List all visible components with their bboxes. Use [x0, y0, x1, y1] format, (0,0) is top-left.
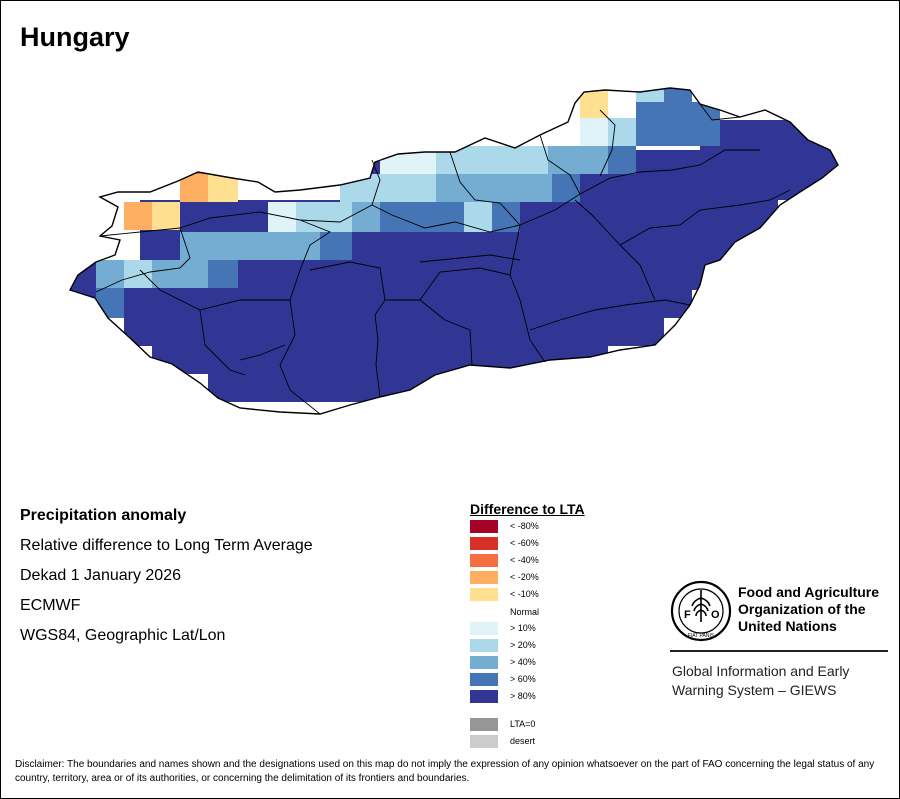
org-name-line: Food and Agriculture — [738, 584, 880, 600]
legend-swatch — [470, 656, 498, 669]
legend-item: > 60% — [470, 673, 670, 686]
legend-swatch — [470, 690, 498, 703]
legend-item: < -80% — [470, 520, 670, 533]
legend-item: < -20% — [470, 571, 670, 584]
org-name-line: United Nations — [738, 618, 837, 634]
legend-normal-label: Normal — [510, 607, 540, 617]
anomaly-map — [68, 87, 839, 415]
period-label: Dekad 1 January 2026 — [20, 567, 181, 584]
legend-title: Difference to LTA — [470, 501, 585, 517]
legend-item: < -60% — [470, 537, 670, 550]
legend-swatch — [470, 718, 498, 731]
legend-swatch — [470, 639, 498, 652]
legend-item: < -40% — [470, 554, 670, 567]
divider — [670, 650, 888, 652]
organization-name: Food and Agriculture Organization of the… — [738, 584, 879, 635]
svg-text:O: O — [711, 609, 720, 621]
legend-item: < -10% — [470, 588, 670, 601]
fao-logo-icon: F O FIAT PANIS — [670, 580, 732, 642]
hungary-border — [68, 87, 839, 415]
giews-line: Global Information and Early — [672, 663, 850, 679]
legend-item: > 10% — [470, 622, 670, 635]
org-name-line: Organization of the — [738, 601, 866, 617]
legend-swatch — [470, 571, 498, 584]
legend-label: > 10% — [510, 623, 536, 633]
legend-label: desert — [510, 736, 536, 746]
product-name: Precipitation anomaly — [20, 507, 187, 524]
svg-text:FIAT PANIS: FIAT PANIS — [688, 633, 715, 639]
legend-item: desert — [470, 735, 670, 748]
legend-label: > 80% — [510, 691, 536, 701]
legend-swatch — [470, 735, 498, 748]
giews-system-name: Global Information and Early Warning Sys… — [672, 662, 849, 700]
legend-label: LTA=0 — [510, 719, 536, 729]
legend-swatch — [470, 537, 498, 550]
legend-label: < -40% — [510, 555, 539, 565]
legend-swatch — [470, 520, 498, 533]
legend-label: > 20% — [510, 640, 536, 650]
legend-item: > 20% — [470, 639, 670, 652]
legend-item: > 80% — [470, 690, 670, 703]
legend-item: LTA=0 — [470, 718, 670, 731]
legend-label: < -60% — [510, 538, 539, 548]
legend-swatch — [470, 673, 498, 686]
data-source: ECMWF — [20, 597, 81, 614]
giews-line: Warning System – GIEWS — [672, 682, 837, 698]
legend-swatch — [470, 588, 498, 601]
legend-swatch — [470, 554, 498, 567]
disclaimer: Disclaimer: The boundaries and names sho… — [15, 759, 875, 784]
county-boundaries — [95, 103, 791, 415]
legend-label: < -80% — [510, 521, 539, 531]
legend-label: > 40% — [510, 657, 536, 667]
projection-label: WGS84, Geographic Lat/Lon — [20, 627, 226, 644]
legend-swatch — [470, 622, 498, 635]
legend-label: < -20% — [510, 572, 539, 582]
product-description: Relative difference to Long Term Average — [20, 537, 313, 554]
legend-label: < -10% — [510, 589, 539, 599]
legend-item: > 40% — [470, 656, 670, 669]
legend-label: > 60% — [510, 674, 536, 684]
map-title: Hungary — [20, 22, 130, 52]
svg-text:F: F — [684, 609, 691, 621]
